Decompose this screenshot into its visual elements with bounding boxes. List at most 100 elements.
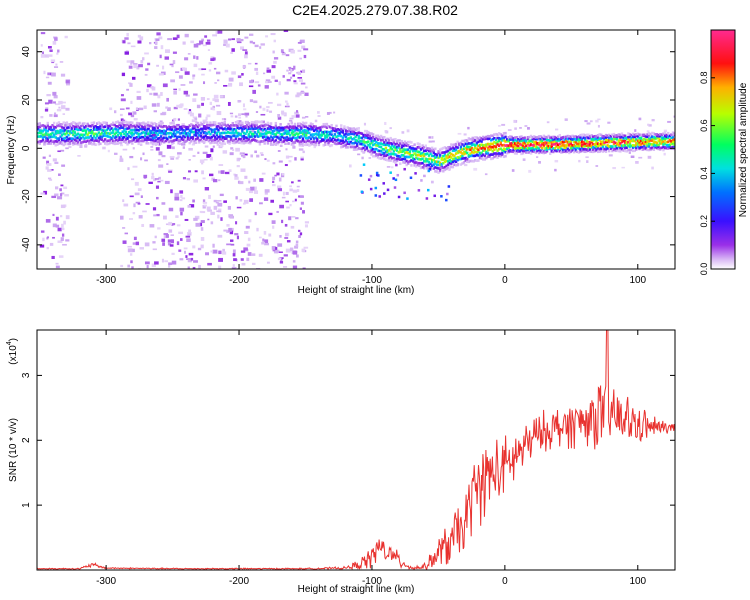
spectrogram-ridge-cell: [363, 148, 367, 152]
spectrogram-ridge-cell: [258, 132, 262, 136]
spectrogram-ridge-cell: [596, 146, 600, 150]
spectrogram-ridge-cell: [276, 136, 279, 139]
spectrogram-ridge-cell: [49, 132, 53, 136]
spectrogram-noise-cell: [202, 81, 206, 85]
spectrogram-ridge-cell: [627, 135, 630, 139]
spectrogram-ridge-cell: [314, 128, 317, 131]
spectrogram-ridge-cell: [182, 135, 185, 138]
spectrogram-ridge-cell: [97, 131, 101, 134]
spectrogram-ridge-cell: [150, 121, 153, 125]
spectrogram-ridge-cell: [220, 131, 223, 135]
spectrogram-ridge-cell: [118, 138, 121, 141]
spectrogram-ridge-cell: [300, 142, 303, 146]
spectrogram-ridge-cell: [469, 152, 472, 155]
spectrogram-ridge-cell: [477, 154, 480, 157]
spectrogram-noise-cell: [161, 258, 165, 263]
spectrogram-ridge-cell: [657, 137, 660, 140]
spectrogram-noise-cell: [284, 237, 289, 239]
spectrogram-ridge-cell: [654, 136, 657, 140]
spectrogram-ridge-cell: [317, 126, 321, 130]
spectrogram-ridge-cell: [410, 154, 413, 157]
spectrogram-ridge-cell: [322, 132, 325, 135]
spectrogram-ridge-cell: [474, 146, 477, 150]
spectrogram-ridge-cell: [145, 141, 148, 145]
spectrogram-ridge-cell: [41, 124, 45, 127]
spectrogram-noise-cell: [174, 196, 180, 201]
spectrogram-ridge-cell: [80, 124, 83, 128]
spectrogram-ridge-cell: [244, 141, 247, 144]
spectrogram-ridge-cell: [333, 138, 337, 142]
spectrogram-ridge-cell: [418, 142, 421, 146]
spectrogram-ridge-cell: [544, 135, 547, 139]
spectrogram-noise-cell: [302, 150, 305, 154]
spectrogram-ridge-cell: [186, 127, 190, 130]
spectrogram-ridge-cell: [76, 141, 80, 144]
spectrogram-ridge-cell: [161, 129, 164, 133]
spectrogram-ridge-cell: [582, 147, 585, 151]
spectrogram-noise-cell: [673, 115, 675, 118]
spectrogram-ridge-cell: [75, 142, 78, 146]
spectrogram-ridge-cell: [536, 149, 539, 153]
spectrogram-ridge-cell: [43, 128, 46, 131]
spectrogram-ridge-cell: [38, 131, 41, 135]
spectrogram-noise-cell: [176, 104, 180, 108]
spectrogram-noise-cell: [154, 261, 159, 265]
spectrogram-ridge-cell: [662, 140, 665, 143]
spectrogram-ridge-cell: [432, 167, 435, 170]
spectrogram-noise-cell: [155, 185, 160, 189]
spectrogram-ridge-cell: [576, 136, 579, 139]
spectrogram-ridge-cell: [670, 142, 673, 146]
spectrogram-noise-cell: [223, 85, 228, 87]
spectrogram-ridge-cell: [623, 141, 627, 144]
spectrogram-ridge-cell: [231, 121, 234, 125]
spectrogram-noise-cell: [288, 66, 292, 69]
spectrogram-ridge-cell: [269, 142, 273, 145]
spectrogram-ridge-cell: [415, 153, 418, 157]
spectrogram-ridge-cell: [156, 142, 160, 146]
spectrogram-ridge-cell: [407, 162, 410, 165]
spectrogram-ridge-cell: [525, 139, 528, 142]
spectrogram-ridge-cell: [290, 129, 294, 132]
spectrogram-ridge-cell: [585, 133, 589, 137]
spectrogram-ridge-cell: [534, 151, 538, 154]
spectrogram-tail-cell: [374, 186, 378, 190]
spectrogram-noise-cell: [223, 200, 227, 203]
spectrogram-ridge-cell: [115, 121, 118, 124]
spectrogram-noise-cell: [63, 220, 66, 225]
spectrogram-noise-cell: [166, 163, 169, 165]
spectrogram-ridge-cell: [552, 143, 555, 146]
spectrogram-noise-cell: [176, 241, 180, 246]
spectrogram-ridge-cell: [268, 125, 271, 128]
spectrogram-ridge-cell: [226, 127, 230, 130]
spectrogram-noise-cell: [276, 92, 279, 96]
spectrogram-noise-cell: [181, 67, 186, 70]
spectrogram-ridge-cell: [328, 144, 332, 148]
spectrogram-noise-cell: [239, 181, 244, 185]
spectrogram-ridge-cell: [399, 142, 402, 145]
spectrogram-ridge-cell: [202, 125, 206, 128]
spectrogram-noise-cell: [40, 53, 45, 58]
spectrogram-noise-cell: [136, 90, 141, 93]
spectrogram-ridge-cell: [309, 122, 313, 126]
spectrogram-noise-cell: [180, 238, 183, 241]
spectrogram-ridge-cell: [435, 160, 439, 164]
spectrogram-ridge-cell: [655, 134, 659, 138]
spectrogram-noise-cell: [149, 224, 155, 228]
spectrogram-noise-cell: [272, 184, 276, 187]
spectrogram-noise-cell: [268, 233, 272, 237]
spectrogram-noise-cell: [209, 156, 213, 161]
spectrogram-ridge-cell: [442, 161, 445, 165]
spectrogram-ridge-cell: [609, 137, 613, 140]
spectrogram-noise-cell: [290, 225, 295, 229]
spectrogram-ridge-cell: [59, 141, 62, 144]
spectrogram-ridge-cell: [647, 132, 651, 135]
spectrogram-noise-cell: [272, 176, 276, 181]
spectrogram-noise-cell: [300, 156, 304, 161]
spectrogram-noise-cell: [228, 38, 232, 41]
spectrogram-noise-cell: [384, 121, 387, 125]
spectrogram-ridge-cell: [445, 164, 448, 168]
spectrogram-ridge-cell: [584, 138, 587, 142]
spectrogram-ridge-cell: [488, 155, 491, 158]
spectrogram-ridge-cell: [614, 144, 617, 148]
spectrogram-noise-cell: [146, 265, 149, 269]
